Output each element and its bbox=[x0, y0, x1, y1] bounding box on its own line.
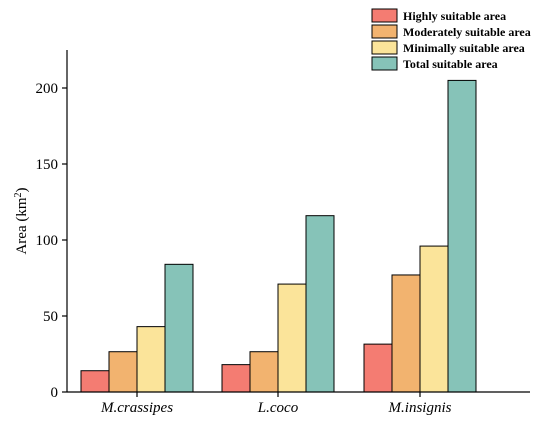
bar bbox=[164, 263, 194, 393]
legend-swatch bbox=[371, 24, 398, 39]
y-tick-label: 150 bbox=[36, 157, 59, 173]
y-tick-label: 0 bbox=[51, 385, 59, 401]
bar bbox=[363, 343, 393, 393]
y-axis-title-text: Area (km bbox=[14, 197, 30, 254]
x-tick-labels: M.crassipes L.coco M.insignis bbox=[100, 392, 452, 416]
bars bbox=[80, 79, 477, 393]
y-tick-label: 100 bbox=[36, 233, 59, 249]
legend-swatch bbox=[371, 8, 398, 23]
legend-label: Highly suitable area bbox=[403, 9, 506, 23]
bar bbox=[108, 351, 138, 393]
legend-swatch bbox=[371, 56, 398, 71]
x-tick-label: L.coco bbox=[257, 400, 299, 416]
bar bbox=[221, 364, 251, 393]
bar bbox=[136, 326, 166, 393]
bar bbox=[447, 79, 477, 393]
x-tick-label: M.crassipes bbox=[100, 400, 173, 416]
axes bbox=[66, 50, 530, 393]
legend-label: Moderately suitable area bbox=[403, 25, 531, 39]
y-tick-label: 200 bbox=[36, 81, 59, 97]
bar bbox=[249, 351, 279, 393]
legend: Highly suitable area Moderately suitable … bbox=[371, 8, 531, 71]
y-axis-title: Area (km2) bbox=[13, 187, 30, 254]
y-ticks: 0 50 100 150 200 bbox=[36, 81, 67, 401]
y-axis-title-close: ) bbox=[14, 187, 30, 192]
legend-label: Minimally suitable area bbox=[403, 41, 525, 55]
y-axis-title-sup: 2 bbox=[13, 192, 24, 197]
bar bbox=[277, 283, 307, 393]
x-tick-label: M.insignis bbox=[388, 400, 452, 416]
y-tick-label: 50 bbox=[43, 309, 58, 325]
bar bbox=[391, 274, 421, 393]
bar bbox=[80, 370, 110, 393]
legend-label: Total suitable area bbox=[403, 57, 498, 71]
bar bbox=[419, 245, 449, 393]
bar bbox=[305, 215, 335, 393]
legend-swatch bbox=[371, 40, 398, 55]
